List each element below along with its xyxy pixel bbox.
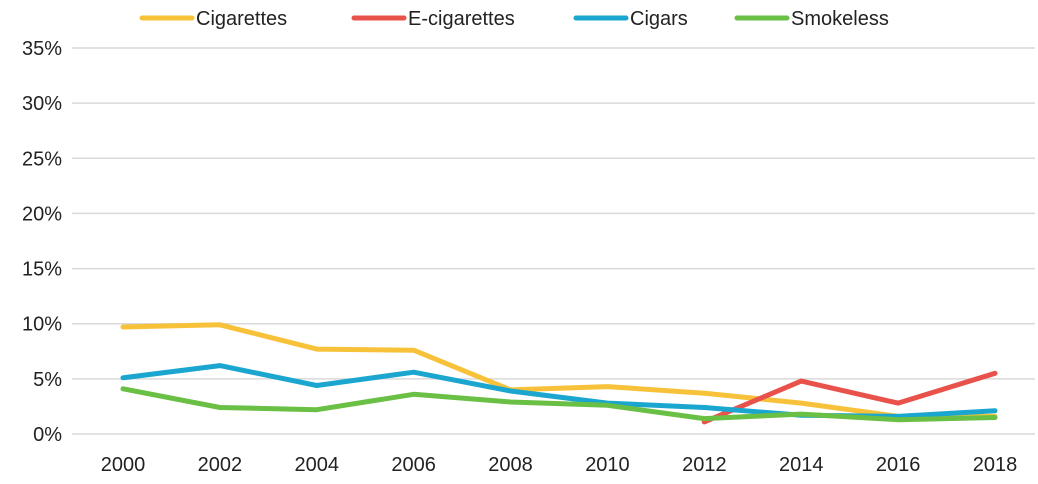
y-axis-tick-labels: 0% 5% 10% 15% 20% 25% 30% 35% xyxy=(22,38,62,446)
x-tick-label: 2012 xyxy=(682,454,727,476)
y-tick-label: 30% xyxy=(22,93,62,115)
x-tick-label: 2014 xyxy=(779,454,824,476)
x-tick-label: 2000 xyxy=(101,454,146,476)
legend-label-cigars: Cigars xyxy=(630,8,688,30)
y-tick-label: 25% xyxy=(22,148,62,170)
x-tick-label: 2006 xyxy=(391,454,436,476)
legend-label-e-cigarettes: E-cigarettes xyxy=(408,8,515,30)
series-line-e-cigarettes xyxy=(701,370,998,425)
series-line-cigarettes xyxy=(120,322,998,419)
y-tick-label: 15% xyxy=(22,259,62,281)
legend-item-cigars: Cigars xyxy=(573,8,688,30)
legend-item-cigarettes: Cigarettes xyxy=(139,8,287,30)
x-tick-label: 2018 xyxy=(973,454,1018,476)
gridlines xyxy=(72,47,1035,435)
y-tick-label: 35% xyxy=(22,38,62,60)
x-axis-tick-labels: 2000 2002 2004 2006 2008 2010 2012 2014 2016 2018 xyxy=(101,454,1018,476)
x-tick-label: 2016 xyxy=(876,454,921,476)
x-tick-label: 2010 xyxy=(585,454,630,476)
series-line-smokeless xyxy=(120,386,998,423)
y-tick-label: 10% xyxy=(22,314,62,336)
legend-item-smokeless: Smokeless xyxy=(734,8,889,30)
legend-item-e-cigarettes: E-cigarettes xyxy=(351,8,515,30)
y-tick-label: 0% xyxy=(33,424,62,446)
series-lines xyxy=(120,322,998,425)
x-tick-label: 2004 xyxy=(295,454,340,476)
legend-label-smokeless: Smokeless xyxy=(791,8,889,30)
x-tick-label: 2008 xyxy=(488,454,533,476)
y-tick-label: 5% xyxy=(33,369,62,391)
x-tick-label: 2002 xyxy=(198,454,243,476)
legend-label-cigarettes: Cigarettes xyxy=(196,8,287,30)
y-tick-label: 20% xyxy=(22,203,62,225)
legend: Cigarettes E-cigarettes Cigars Smokeless xyxy=(139,8,889,30)
